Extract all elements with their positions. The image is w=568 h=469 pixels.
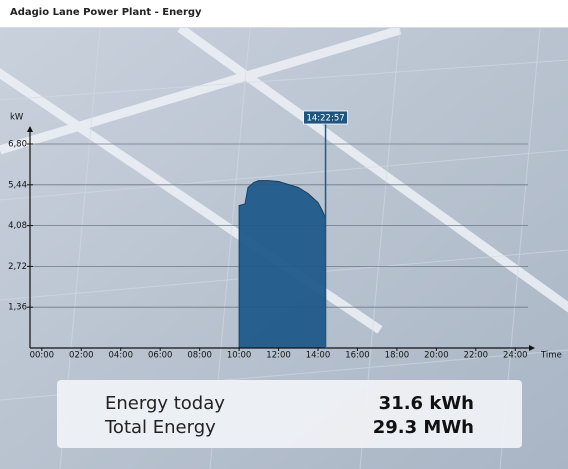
x-tick-label: 24:00: [503, 351, 528, 361]
x-axis-label: Time: [540, 351, 562, 361]
area: [238, 180, 327, 349]
x-tick-label: 10:00: [227, 351, 252, 361]
info-label: Total Energy: [105, 417, 216, 438]
info-panel: Energy today 31.6 kWh Total Energy 29.3 …: [57, 380, 522, 448]
y-tick-label: 6,80: [8, 140, 27, 150]
y-tick-label: 1,36: [8, 303, 27, 313]
y-axis-label: kW: [10, 113, 24, 123]
x-tick-label: 12:00: [266, 351, 291, 361]
title: Adagio Lane Power Plant - Energy: [10, 7, 202, 18]
info-label: Energy today: [105, 393, 225, 414]
x-tick-label: 16:00: [345, 351, 370, 361]
x-tick-label: 18:00: [385, 351, 410, 361]
y-axis-arrow: [27, 126, 33, 132]
x-tick-label: 22:00: [464, 351, 489, 361]
x-tick-label: 14:00: [306, 351, 331, 361]
x-tick-label: 04:00: [108, 351, 133, 361]
cursor-label: 14:22:57: [306, 114, 344, 124]
x-tick-label: 02:00: [69, 351, 94, 361]
x-axis-arrow: [529, 345, 535, 351]
info-value: 31.6 kWh: [378, 393, 474, 414]
x-tick-label: 08:00: [187, 351, 212, 361]
x-tick-label: 20:00: [424, 351, 449, 361]
x-tick-label: 06:00: [148, 351, 173, 361]
header: Adagio Lane Power Plant - Energy: [0, 0, 568, 28]
y-tick-label: 2,72: [8, 262, 27, 272]
y-tick-label: 5,44: [8, 180, 27, 190]
cursor-label-box: [303, 110, 348, 125]
info-value: 29.3 MWh: [372, 417, 474, 438]
x-tick-label: 00:00: [30, 351, 55, 361]
y-tick-label: 4,08: [8, 221, 27, 231]
